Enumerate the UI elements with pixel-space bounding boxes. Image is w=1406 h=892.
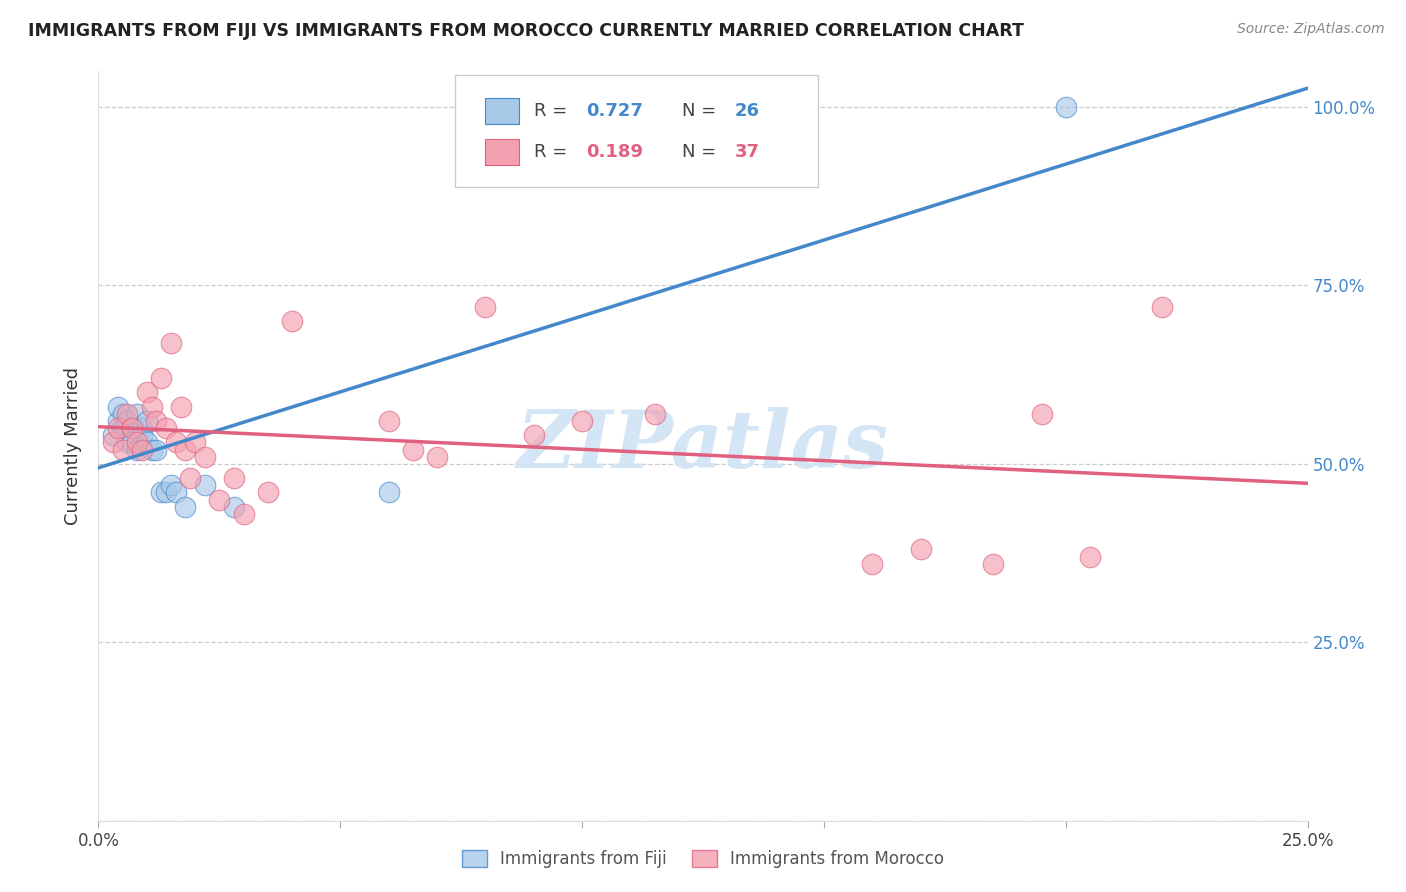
Point <box>121 435 143 450</box>
Point <box>1078 549 1101 564</box>
Text: N =: N = <box>682 144 723 161</box>
Point <box>981 557 1004 571</box>
Text: 0.727: 0.727 <box>586 102 643 120</box>
Text: 0.189: 0.189 <box>586 144 643 161</box>
Point <box>141 400 163 414</box>
Point <box>131 442 153 457</box>
Point <box>107 414 129 428</box>
Point <box>402 442 425 457</box>
Point <box>111 421 134 435</box>
Point <box>194 478 217 492</box>
Point <box>910 542 932 557</box>
Point <box>644 407 666 421</box>
Point <box>474 300 496 314</box>
Point <box>169 400 191 414</box>
Text: R =: R = <box>534 144 572 161</box>
Text: ZIPatlas: ZIPatlas <box>517 408 889 484</box>
Point <box>117 414 139 428</box>
Point <box>117 407 139 421</box>
Text: 37: 37 <box>734 144 759 161</box>
Point <box>111 407 134 421</box>
Point <box>117 435 139 450</box>
Point <box>155 421 177 435</box>
Point <box>111 442 134 457</box>
Point <box>145 414 167 428</box>
Legend: Immigrants from Fiji, Immigrants from Morocco: Immigrants from Fiji, Immigrants from Mo… <box>456 843 950 875</box>
Point <box>107 400 129 414</box>
Point <box>1152 300 1174 314</box>
Point <box>131 421 153 435</box>
Point <box>256 485 278 500</box>
Point <box>174 500 197 514</box>
Point <box>101 428 124 442</box>
Point <box>1031 407 1053 421</box>
Point <box>377 485 399 500</box>
Point <box>127 435 149 450</box>
Point <box>426 450 449 464</box>
Point <box>179 471 201 485</box>
Point <box>222 500 245 514</box>
Point <box>155 485 177 500</box>
Point <box>232 507 254 521</box>
FancyBboxPatch shape <box>485 98 519 124</box>
Text: N =: N = <box>682 102 723 120</box>
Point <box>107 421 129 435</box>
Text: IMMIGRANTS FROM FIJI VS IMMIGRANTS FROM MOROCCO CURRENTLY MARRIED CORRELATION CH: IMMIGRANTS FROM FIJI VS IMMIGRANTS FROM … <box>28 22 1024 40</box>
Point <box>571 414 593 428</box>
Text: 26: 26 <box>734 102 759 120</box>
Point <box>150 371 173 385</box>
Point <box>127 442 149 457</box>
Point <box>127 407 149 421</box>
Text: R =: R = <box>534 102 572 120</box>
Point <box>131 428 153 442</box>
Point <box>160 335 183 350</box>
Point <box>141 442 163 457</box>
Point <box>150 485 173 500</box>
Point <box>174 442 197 457</box>
Point <box>860 557 883 571</box>
Point <box>135 435 157 450</box>
Y-axis label: Currently Married: Currently Married <box>65 367 83 525</box>
Text: Source: ZipAtlas.com: Source: ZipAtlas.com <box>1237 22 1385 37</box>
Point <box>222 471 245 485</box>
Point <box>1054 100 1077 114</box>
Point <box>165 435 187 450</box>
Point <box>121 421 143 435</box>
Point <box>281 314 304 328</box>
Point <box>184 435 207 450</box>
Point <box>145 442 167 457</box>
Point <box>208 492 231 507</box>
Point <box>135 414 157 428</box>
Point <box>101 435 124 450</box>
Point <box>165 485 187 500</box>
Point <box>377 414 399 428</box>
FancyBboxPatch shape <box>485 139 519 165</box>
Point <box>523 428 546 442</box>
Point <box>194 450 217 464</box>
Point <box>160 478 183 492</box>
FancyBboxPatch shape <box>456 75 818 187</box>
Point <box>135 385 157 400</box>
Point <box>121 421 143 435</box>
